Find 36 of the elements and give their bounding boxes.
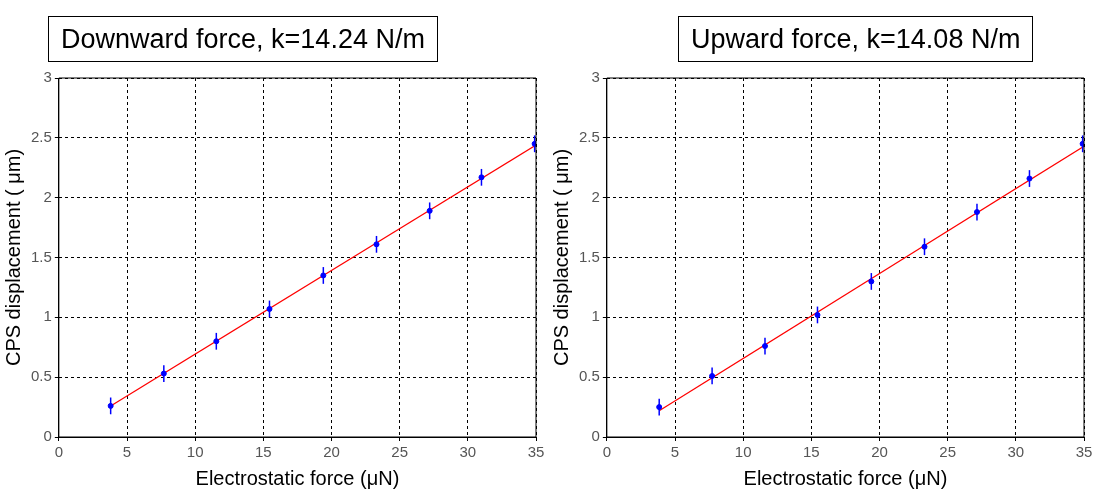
x-tick-label: 5: [122, 443, 132, 461]
x-tick-label: 0: [54, 443, 64, 461]
chart-title: Downward force, k=14.24 N/m: [48, 16, 438, 62]
x-axis-title: Electrostatic force (μN): [743, 466, 948, 489]
x-tick-label: 30: [459, 443, 477, 461]
x-tick-label: 15: [255, 443, 272, 461]
y-tick-label: 3: [591, 68, 600, 86]
x-tick-label: 25: [939, 443, 957, 461]
y-tick-label: 0: [591, 427, 600, 445]
x-tick-label: 35: [527, 443, 545, 461]
y-tick-label: 1.5: [30, 247, 52, 265]
x-tick-label: 20: [871, 443, 888, 461]
x-tick-label: 10: [186, 443, 204, 461]
y-tick-label: 1.5: [578, 247, 600, 265]
x-tick-label: 0: [602, 443, 612, 461]
y-axis-title: CPS displacement ( μm): [1, 148, 24, 367]
y-tick-label: 1: [43, 307, 52, 325]
x-tick-label: 10: [734, 443, 752, 461]
y-tick-label: 0.5: [578, 367, 600, 385]
chart-title: Upward force, k=14.08 N/m: [678, 16, 1034, 62]
y-tick-label: 2: [591, 187, 600, 205]
y-tick-label: 2: [43, 187, 52, 205]
y-tick-label: 2.5: [30, 127, 52, 145]
y-axis-title: CPS displacement ( μm): [549, 148, 572, 367]
x-tick-label: 25: [391, 443, 409, 461]
y-tick-label: 2.5: [578, 127, 600, 145]
x-axis-title: Electrostatic force (μN): [195, 466, 400, 489]
y-tick-label: 3: [43, 68, 52, 86]
x-tick-label: 15: [803, 443, 820, 461]
y-tick-label: 1: [591, 307, 600, 325]
x-tick-label: 5: [670, 443, 680, 461]
y-tick-label: 0: [43, 427, 52, 445]
x-tick-label: 20: [323, 443, 340, 461]
x-tick-label: 30: [1007, 443, 1025, 461]
y-tick-label: 0.5: [30, 367, 52, 385]
x-tick-label: 35: [1075, 443, 1093, 461]
